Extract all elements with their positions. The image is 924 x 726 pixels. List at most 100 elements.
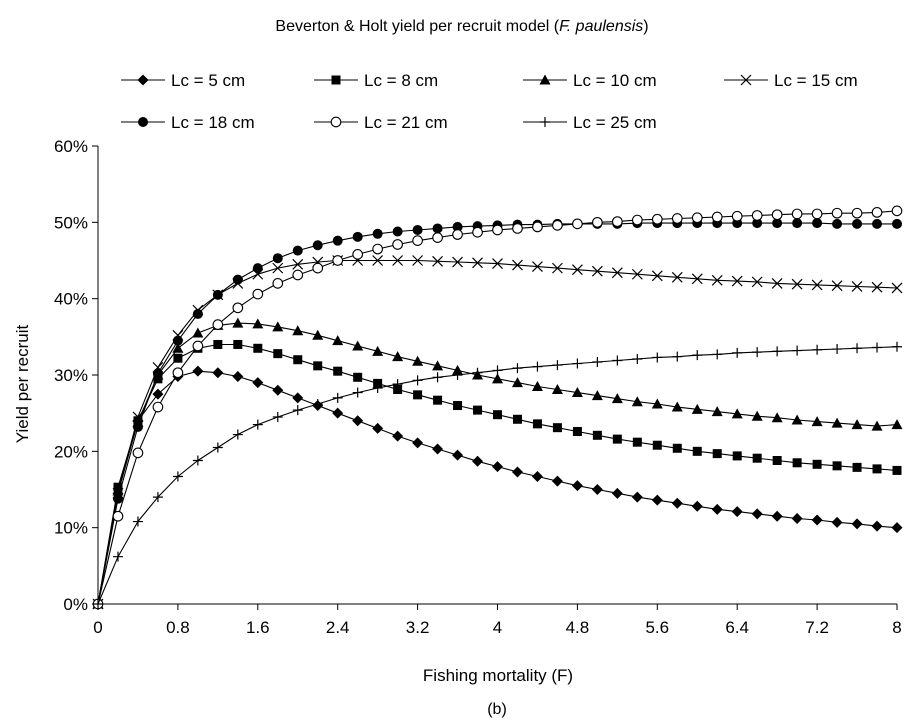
data-point xyxy=(811,279,823,291)
data-point xyxy=(532,361,543,372)
data-point xyxy=(832,461,842,471)
data-point xyxy=(891,205,903,217)
data-point xyxy=(332,335,344,346)
data-point xyxy=(652,352,663,363)
data-point xyxy=(352,415,364,427)
data-point xyxy=(152,388,164,400)
data-point xyxy=(412,224,423,235)
x-tick-label: 4 xyxy=(493,618,502,637)
data-point xyxy=(172,335,183,346)
data-point xyxy=(892,341,902,352)
data-point xyxy=(352,340,364,351)
data-point xyxy=(631,396,643,407)
data-point xyxy=(392,226,403,237)
legend-marker xyxy=(331,75,341,85)
data-point xyxy=(691,212,703,224)
x-axis-label: Fishing mortality (F) xyxy=(423,666,573,685)
data-point xyxy=(691,403,703,414)
data-point xyxy=(452,221,463,232)
data-point xyxy=(433,395,443,405)
data-point xyxy=(592,216,603,228)
data-point xyxy=(372,228,383,239)
data-point xyxy=(372,255,384,266)
data-point xyxy=(252,318,264,329)
data-point xyxy=(492,365,503,376)
series-line xyxy=(97,259,898,605)
data-point xyxy=(831,417,843,428)
data-point xyxy=(412,235,423,247)
data-point xyxy=(192,340,204,352)
data-point xyxy=(272,411,283,422)
data-point xyxy=(591,265,603,277)
legend-item: Lc = 25 cm xyxy=(523,113,657,132)
data-point xyxy=(412,375,423,386)
x-tick-label: 0 xyxy=(93,618,102,637)
data-point xyxy=(891,419,903,430)
data-point xyxy=(472,226,483,238)
data-point xyxy=(292,325,304,336)
data-point xyxy=(671,401,683,412)
legend-item: Lc = 21 cm xyxy=(314,113,448,132)
data-point xyxy=(792,345,803,356)
data-point xyxy=(791,208,803,220)
data-point xyxy=(731,408,743,419)
data-point xyxy=(152,401,164,413)
legend-label: Lc = 18 cm xyxy=(171,113,255,132)
data-point xyxy=(851,518,863,530)
data-point xyxy=(832,344,843,355)
data-point xyxy=(432,232,443,243)
legend-marker xyxy=(740,74,752,86)
y-tick-label: 50% xyxy=(54,213,88,232)
y-axis-label: Yield per recruit xyxy=(13,325,32,444)
data-point xyxy=(532,261,543,273)
data-point xyxy=(811,208,823,220)
data-point xyxy=(611,267,623,279)
data-point xyxy=(731,275,743,287)
data-point xyxy=(512,223,523,234)
data-point xyxy=(412,255,424,266)
data-point xyxy=(872,218,883,229)
data-point xyxy=(812,459,822,469)
data-point xyxy=(392,351,404,362)
data-point xyxy=(651,270,663,282)
y-tick-label: 20% xyxy=(54,442,88,461)
data-point xyxy=(711,211,723,223)
data-point xyxy=(112,485,124,496)
data-point xyxy=(112,493,123,504)
data-point xyxy=(891,522,903,534)
series-line xyxy=(97,210,898,605)
data-point xyxy=(452,370,463,380)
data-point xyxy=(791,513,803,525)
legend-item: Lc = 18 cm xyxy=(121,113,255,132)
data-point xyxy=(192,365,204,377)
data-point xyxy=(552,423,562,433)
data-point xyxy=(752,347,763,358)
data-point xyxy=(791,278,803,290)
legend-label: Lc = 5 cm xyxy=(171,71,245,90)
data-point xyxy=(871,520,883,532)
x-tick-label: 2.4 xyxy=(326,618,350,637)
data-point xyxy=(412,437,424,449)
data-point xyxy=(712,349,723,360)
data-point xyxy=(232,302,244,314)
data-point xyxy=(671,497,683,509)
data-point xyxy=(472,257,483,269)
data-point xyxy=(192,308,203,319)
data-point xyxy=(611,216,623,227)
data-point xyxy=(292,269,304,281)
data-point xyxy=(851,419,863,430)
data-point xyxy=(432,255,443,267)
data-point xyxy=(472,455,484,467)
data-point xyxy=(272,278,284,289)
data-point xyxy=(571,264,583,276)
data-point xyxy=(452,229,463,240)
data-point xyxy=(731,210,743,222)
data-point xyxy=(852,462,862,472)
x-tick-label: 5.6 xyxy=(645,618,669,637)
data-point xyxy=(751,410,763,421)
data-point xyxy=(631,491,643,503)
data-point xyxy=(851,281,863,292)
data-point xyxy=(871,420,883,431)
data-point xyxy=(751,508,763,520)
